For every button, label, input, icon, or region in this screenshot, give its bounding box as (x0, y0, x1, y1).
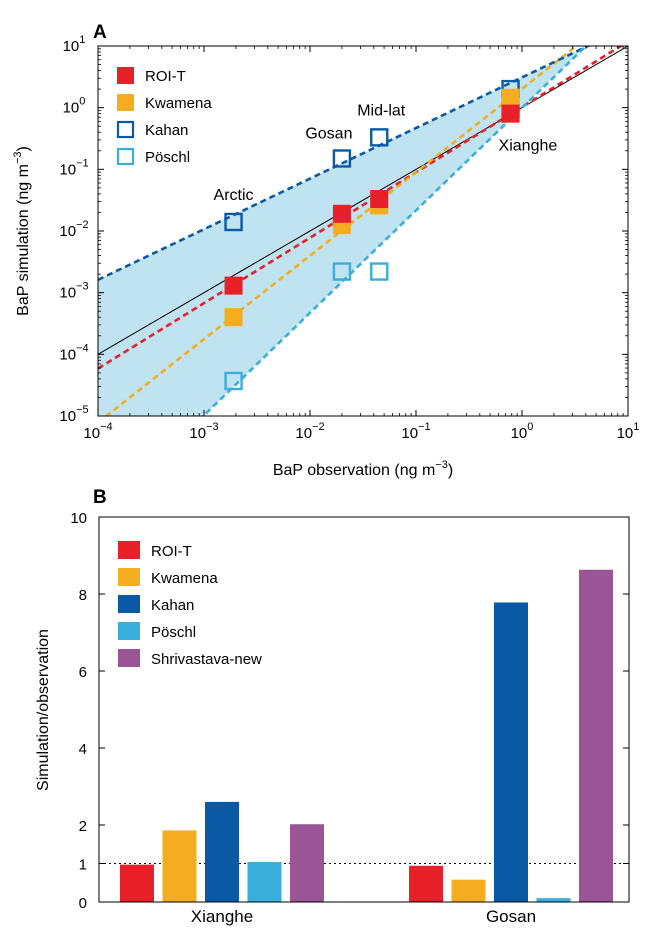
legend-label-kwamena: Kwamena (151, 570, 218, 587)
point-kahan-0 (224, 212, 243, 232)
panel-a-letter: A (93, 22, 107, 43)
legend-swatch-kahan (118, 595, 140, 613)
panel-b-frame (98, 516, 630, 903)
legend-label-p-schl: Pöschl (145, 149, 190, 166)
panel-b-plot-area (99, 569, 629, 902)
fit-line-roi-t (98, 46, 624, 370)
legend-swatch-kwamena (117, 94, 134, 111)
y-tick-label: 4 (79, 741, 87, 758)
legend-swatch-p-schl (116, 147, 135, 166)
y-tick-label: 10−5 (59, 404, 88, 425)
x-tick-label: 10−2 (295, 421, 324, 442)
point-kahan-1 (332, 149, 352, 168)
point-roi-t-3 (501, 104, 520, 123)
y-tick-label: 2 (79, 818, 87, 835)
fit-line-kahan (98, 46, 591, 281)
bar-gosan-kwamena (451, 879, 486, 902)
legend-label-roi-t: ROI-T (145, 68, 186, 85)
panel-b-y-axis-label: Simulation/observation (35, 629, 52, 791)
y-tick-label: 6 (79, 664, 87, 681)
legend-label-roi-t: ROI-T (151, 543, 192, 560)
bar-xianghe-shrivastava-new (290, 824, 324, 902)
panel-b-legend: ROI-T Kwamena Kahan Pöschl Shrivastava-new (118, 541, 262, 668)
y-tick-label: 101 (63, 34, 86, 55)
point-kahan-2 (370, 128, 389, 147)
legend-swatch-kwamena (118, 568, 140, 586)
x-tick-label: 100 (511, 421, 534, 442)
panel-b: B 0 1 2 4 6 8 10 Xianghe Gosan ROI-T Kwamena Kaha… (35, 487, 630, 926)
point-roi-t-2 (370, 190, 389, 209)
legend-swatch-roi-t (117, 67, 134, 84)
y-tick-label: 10−3 (59, 281, 88, 302)
point-p-schl-0 (224, 371, 243, 391)
point-kwamena-0 (224, 308, 243, 327)
legend-swatch-roi-t (118, 541, 140, 559)
site-label-mid-lat: Mid-lat (357, 102, 406, 119)
bar-xianghe-kwamena (162, 830, 197, 902)
site-label-xianghe: Xianghe (499, 138, 558, 155)
legend-label-p-schl: Pöschl (151, 624, 196, 641)
category-label-xianghe: Xianghe (191, 907, 253, 926)
bar-xianghe-p-schl (247, 861, 282, 902)
y-tick-label: 100 (63, 96, 86, 117)
bar-xianghe-kahan (205, 801, 239, 902)
legend-label-kwamena: Kwamena (145, 95, 212, 112)
y-tick-label: 10−1 (59, 157, 88, 178)
site-label-gosan: Gosan (305, 125, 352, 142)
panel-a-y-ticks: 10−5 10−4 10−3 10−2 10−1 100 101 (59, 34, 628, 425)
bar-gosan-shrivastava-new (579, 569, 613, 902)
y-tick-label: 10−4 (59, 342, 88, 363)
point-p-schl-2 (370, 262, 389, 281)
legend-swatch-kahan (116, 120, 135, 139)
legend-swatch-p-schl (118, 622, 140, 640)
panel-a-site-labels: Arctic Gosan Mid-lat Xianghe (214, 102, 558, 204)
panel-b-y-ticks: 0 1 2 4 6 8 10 (70, 510, 629, 912)
panel-a-y-axis-label: BaP simulation (ng m−3) (12, 146, 32, 316)
x-tick-label: 10−3 (189, 421, 218, 442)
panel-a-legend: ROI-T Kwamena Kahan Pöschl (116, 67, 212, 166)
y-tick-label: 8 (79, 587, 87, 604)
point-roi-t-0 (224, 276, 243, 295)
point-kwamena-3 (501, 88, 520, 107)
fit-line-p-schl (201, 46, 588, 416)
y-tick-label: 10−2 (59, 219, 88, 240)
panel-a-plot-area (98, 46, 628, 416)
legend-label-kahan: Kahan (145, 122, 188, 139)
one-to-one-line (98, 46, 628, 355)
panel-a-x-axis-label: BaP observation (ng m−3) (273, 459, 453, 479)
category-label-gosan: Gosan (486, 907, 536, 926)
fit-line-kwamena (104, 46, 579, 416)
bar-gosan-roi-t (409, 865, 443, 902)
panel-a-x-ticks: 10−4 10−3 10−2 10−1 100 101 (83, 46, 639, 442)
legend-label-shrivastava-new: Shrivastava-new (151, 651, 262, 668)
x-tick-label: 10−4 (83, 421, 112, 442)
site-label-arctic: Arctic (214, 187, 254, 204)
panel-b-letter: B (93, 487, 107, 508)
y-tick-label: 10 (70, 510, 87, 527)
legend-swatch-shrivastava-new (118, 649, 140, 667)
y-tick-label: 1 (79, 857, 87, 874)
x-tick-label: 10−1 (401, 421, 430, 442)
panel-a: A 10−4 10−3 10−2 10−1 100 101 10−510−410−310−… (12, 22, 639, 479)
bar-xianghe-roi-t (120, 864, 154, 902)
panel-b-categories: Xianghe Gosan (191, 907, 536, 926)
x-tick-label: 101 (617, 421, 640, 442)
bar-gosan-kahan (494, 602, 528, 902)
y-tick-label: 0 (79, 895, 87, 912)
point-roi-t-1 (332, 204, 351, 223)
bar-gosan-p-schl (536, 898, 571, 902)
legend-label-kahan: Kahan (151, 597, 194, 614)
point-p-schl-1 (332, 262, 352, 281)
